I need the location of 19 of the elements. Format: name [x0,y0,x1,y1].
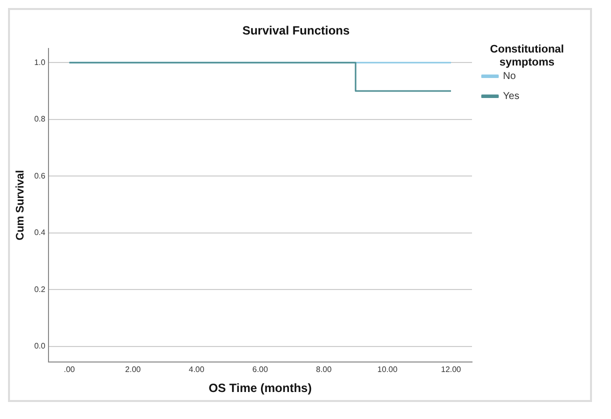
y-tick-label: 0.0 [34,342,46,351]
x-tick-label: 8.00 [316,365,332,374]
x-tick-label: 12.00 [440,365,462,374]
x-tick-label: 10.00 [377,365,398,374]
chart-title: Survival Functions [242,24,350,38]
x-tick-label: 4.00 [188,365,205,374]
y-tick-label: 0.4 [34,228,46,238]
legend-label: No [503,70,516,82]
y-tick-label: 0.6 [34,171,46,180]
y-axis-title: Cum Survival [14,170,27,240]
x-tick-label: 2.00 [125,365,142,374]
y-tick-label: 1.0 [34,58,46,67]
x-tick-label: .00 [64,365,76,374]
y-tick-label: 0.8 [34,114,46,124]
legend-title: Constitutional symptoms [490,44,564,69]
x-axis-title: OS Time (months) [208,381,312,396]
x-tick-label: 6.00 [252,365,268,374]
y-tick-label: 0.2 [34,284,46,294]
legend-label: Yes [503,90,520,102]
